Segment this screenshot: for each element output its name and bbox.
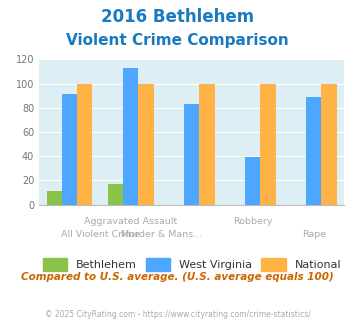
Text: 2016 Bethlehem: 2016 Bethlehem: [101, 8, 254, 26]
Bar: [322, 83, 337, 205]
Bar: [200, 83, 214, 205]
Bar: [184, 104, 200, 205]
Text: Rape: Rape: [302, 230, 326, 239]
Text: © 2025 CityRating.com - https://www.cityrating.com/crime-statistics/: © 2025 CityRating.com - https://www.city…: [45, 310, 310, 319]
Bar: [77, 83, 92, 205]
Bar: [108, 184, 123, 205]
Bar: [123, 68, 138, 205]
Bar: [138, 83, 153, 205]
Text: Compared to U.S. average. (U.S. average equals 100): Compared to U.S. average. (U.S. average …: [21, 272, 334, 282]
Text: Murder & Mans...: Murder & Mans...: [121, 230, 202, 239]
Legend: Bethlehem, West Virginia, National: Bethlehem, West Virginia, National: [38, 254, 346, 276]
Text: Robbery: Robbery: [233, 217, 273, 226]
Bar: [62, 94, 77, 205]
Text: Violent Crime Comparison: Violent Crime Comparison: [66, 33, 289, 48]
Text: All Violent Crime: All Violent Crime: [61, 230, 140, 239]
Bar: [245, 157, 261, 205]
Text: Aggravated Assault: Aggravated Assault: [84, 217, 177, 226]
Bar: [47, 191, 62, 205]
Bar: [306, 97, 322, 205]
Bar: [261, 83, 275, 205]
